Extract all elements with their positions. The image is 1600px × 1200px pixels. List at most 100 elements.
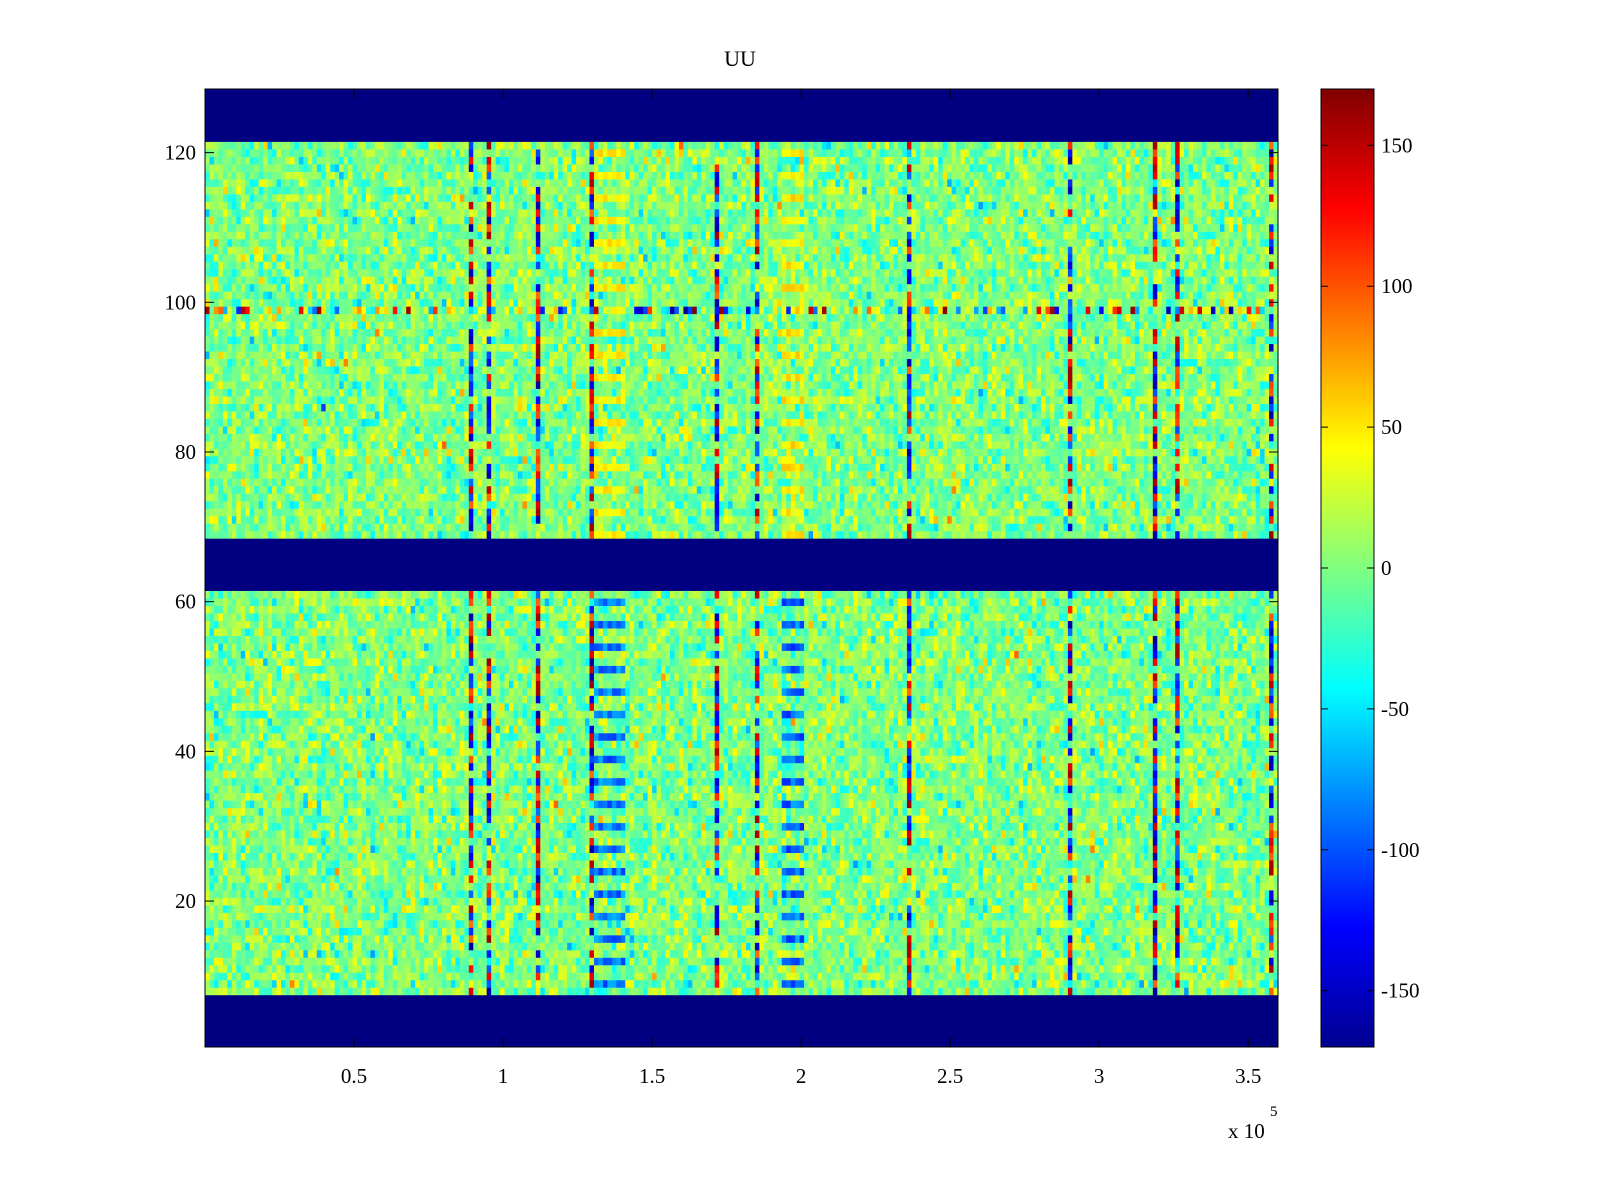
heatmap-cell (844, 867, 850, 876)
heatmap-cell (853, 904, 859, 913)
heatmap-cell (862, 949, 868, 958)
heatmap-cell (231, 867, 237, 876)
heatmap-cell (281, 927, 287, 936)
heatmap-cell (1049, 987, 1056, 996)
heatmap-cell (652, 867, 658, 876)
heatmap-cell (1072, 867, 1078, 876)
heatmap-cell (1251, 927, 1257, 936)
heatmap-cell (1130, 844, 1136, 854)
heatmap-cell (1076, 844, 1082, 854)
heatmap-cell (213, 927, 220, 936)
heatmap-cell (728, 979, 734, 988)
heatmap-cell (692, 874, 698, 883)
heatmap-cell (540, 859, 546, 868)
heatmap-cell (339, 904, 345, 913)
heatmap-cell (687, 957, 693, 966)
heatmap-cell (374, 897, 380, 906)
heatmap-cell (535, 979, 541, 988)
heatmap-cell (1273, 979, 1279, 988)
heatmap-cell (1143, 972, 1149, 981)
heatmap-cell (321, 964, 327, 973)
heatmap-cell (236, 979, 242, 988)
heatmap-cell (450, 979, 456, 988)
heatmap-cell (1072, 934, 1078, 943)
heatmap-cell (1005, 987, 1011, 996)
heatmap-cell (1233, 987, 1239, 996)
heatmap-cell (1117, 964, 1123, 973)
heatmap-cell (482, 897, 488, 906)
heatmap-cell (231, 844, 237, 854)
heatmap-cell (312, 987, 318, 996)
heatmap-cell (1103, 919, 1109, 928)
heatmap-cell (441, 837, 448, 846)
heatmap-cell (947, 972, 953, 981)
heatmap-cell (768, 964, 774, 973)
heatmap-cell (965, 987, 971, 996)
heatmap-cell (669, 927, 676, 936)
heatmap-cell (1063, 927, 1069, 936)
heatmap-cell (1157, 927, 1163, 936)
heatmap-cell (491, 927, 497, 936)
heatmap-cell (875, 957, 881, 966)
heatmap-cell (741, 912, 747, 921)
heatmap-cell (1117, 927, 1123, 936)
heatmap-cell (745, 942, 752, 951)
heatmap-cell (973, 859, 980, 868)
heatmap-cell (768, 972, 774, 981)
heatmap-cell (549, 837, 555, 846)
heatmap-cell (401, 897, 407, 906)
heatmap-cell (267, 844, 273, 854)
heatmap-cell (848, 972, 854, 981)
heatmap-cell (544, 964, 550, 973)
heatmap-cell (701, 957, 707, 966)
heatmap-cell (1246, 979, 1252, 988)
heatmap-cell (692, 942, 698, 951)
heatmap-cell (1224, 867, 1230, 876)
heatmap-cell (1264, 844, 1270, 854)
heatmap-cell (1000, 837, 1006, 846)
heatmap-cell (987, 972, 993, 981)
heatmap-cell (428, 912, 434, 921)
heatmap-cell (808, 919, 814, 928)
heatmap-cell (415, 904, 421, 913)
heatmap-cell (1094, 927, 1100, 936)
heatmap-cell (285, 987, 291, 996)
heatmap-cell (741, 949, 747, 958)
heatmap-cell (1117, 859, 1123, 868)
heatmap-cell (889, 934, 895, 943)
heatmap-cell (1157, 844, 1163, 854)
heatmap-cell (522, 942, 528, 951)
heatmap-cell (750, 987, 756, 996)
heatmap-cell (1166, 874, 1172, 883)
heatmap-cell (781, 837, 787, 846)
heatmap-cell (298, 874, 304, 883)
heatmap-cell (857, 837, 863, 846)
heatmap-cell (929, 949, 935, 958)
heatmap-cell (446, 919, 452, 928)
heatmap-cell (871, 957, 877, 966)
heatmap-cell (813, 972, 819, 981)
heatmap-cell (857, 859, 863, 868)
heatmap-cell (281, 904, 287, 913)
heatmap-cell (790, 919, 796, 928)
heatmap-cell (477, 882, 483, 891)
heatmap-cell (982, 852, 988, 861)
heatmap-cell (316, 904, 322, 913)
heatmap-cell (388, 867, 394, 876)
heatmap-cell (209, 844, 215, 854)
heatmap-cell (410, 964, 416, 973)
heatmap-cell (433, 874, 439, 883)
heatmap-cell (406, 859, 412, 868)
heatmap-cell (294, 882, 300, 891)
heatmap-cell (982, 897, 988, 906)
heatmap-cell (424, 934, 430, 943)
heatmap-cell (392, 987, 398, 996)
heatmap-cell (370, 972, 376, 981)
heatmap-cell (938, 852, 944, 861)
heatmap-cell (902, 942, 908, 951)
heatmap-cell (866, 919, 872, 928)
heatmap-cell (576, 867, 582, 876)
heatmap-cell (249, 859, 255, 868)
heatmap-cell (1023, 987, 1029, 996)
heatmap-cell (799, 852, 805, 861)
